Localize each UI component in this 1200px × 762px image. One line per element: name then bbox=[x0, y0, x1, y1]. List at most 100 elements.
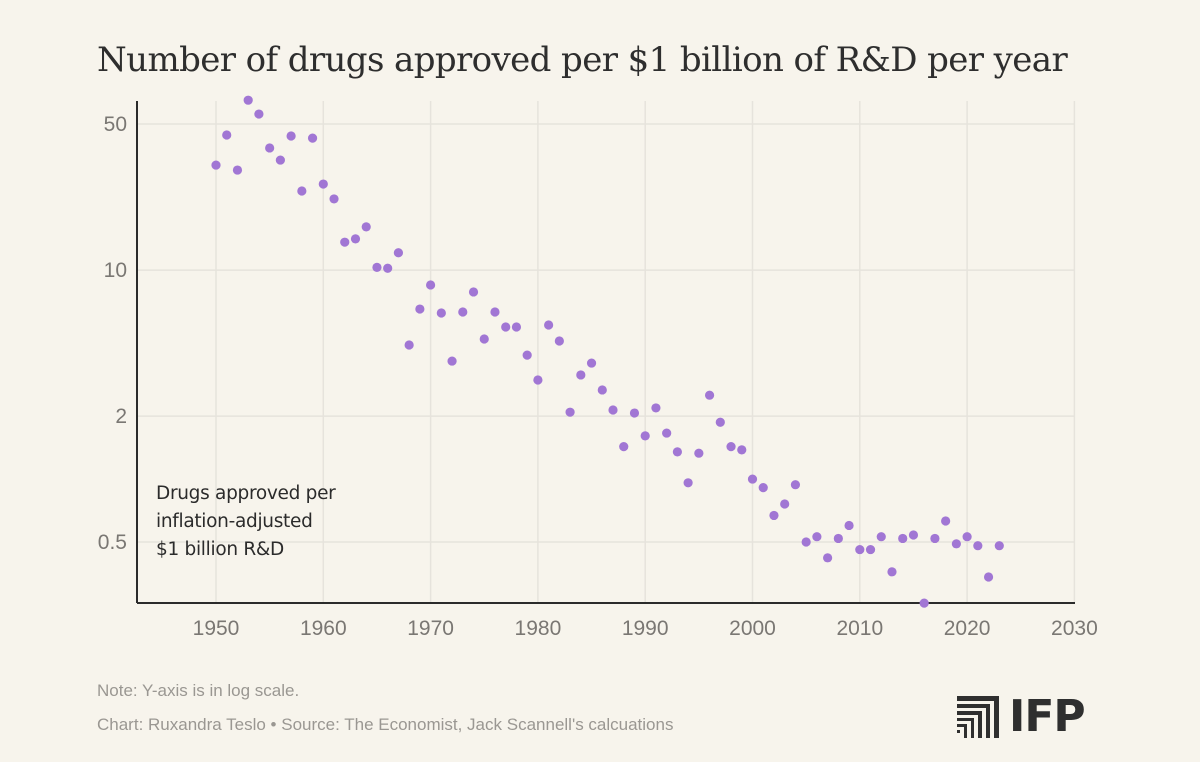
data-point bbox=[329, 194, 339, 204]
data-point bbox=[554, 336, 564, 346]
ifp-logo: IFP bbox=[957, 691, 1086, 742]
data-point bbox=[951, 539, 961, 549]
grid-lines bbox=[137, 101, 1076, 603]
data-point bbox=[780, 499, 790, 509]
annotation-line-3: $1 billion R&D bbox=[156, 539, 284, 560]
data-point bbox=[919, 598, 929, 608]
data-point bbox=[747, 474, 758, 484]
data-point bbox=[275, 155, 285, 165]
data-point bbox=[608, 405, 618, 415]
x-tick-label: 1990 bbox=[622, 617, 669, 640]
y-tick-label: 50 bbox=[104, 113, 127, 136]
data-point bbox=[415, 304, 425, 314]
data-point bbox=[361, 222, 371, 232]
x-tick-label: 2010 bbox=[836, 617, 883, 640]
data-point bbox=[393, 248, 404, 258]
data-point bbox=[640, 431, 650, 441]
y-tick-label: 0.5 bbox=[98, 531, 127, 554]
y-axis-ticks: 50 10 2 0.5 bbox=[98, 113, 127, 554]
data-point bbox=[533, 375, 543, 385]
chart-title: Number of drugs approved per $1 billion … bbox=[97, 40, 1068, 80]
data-point bbox=[254, 109, 264, 119]
data-point bbox=[211, 160, 221, 170]
data-point bbox=[426, 280, 436, 290]
annotation-line-1: Drugs approved per bbox=[156, 483, 336, 504]
data-point bbox=[586, 358, 597, 368]
data-point bbox=[694, 448, 704, 458]
data-point bbox=[715, 417, 725, 427]
data-point bbox=[286, 131, 296, 141]
x-tick-label: 2030 bbox=[1051, 617, 1098, 640]
x-tick-label: 1950 bbox=[193, 617, 240, 640]
data-point bbox=[855, 544, 865, 555]
data-point bbox=[672, 447, 682, 457]
data-point bbox=[372, 262, 382, 273]
data-point bbox=[501, 322, 511, 332]
axes bbox=[136, 101, 1075, 604]
data-point bbox=[629, 408, 640, 418]
data-point bbox=[597, 385, 607, 395]
data-point bbox=[265, 143, 275, 153]
data-point bbox=[544, 320, 554, 330]
data-point bbox=[812, 532, 822, 542]
x-tick-label: 2000 bbox=[729, 617, 776, 640]
note-text: Note: Y-axis is in log scale. bbox=[97, 681, 300, 700]
data-point bbox=[340, 237, 350, 247]
data-point bbox=[887, 567, 897, 577]
data-point bbox=[801, 537, 811, 547]
data-point bbox=[490, 307, 500, 317]
data-point bbox=[769, 510, 779, 521]
data-point bbox=[350, 234, 361, 244]
series-annotation: Drugs approved per inflation-adjusted $1… bbox=[156, 480, 336, 564]
data-point bbox=[458, 307, 468, 317]
data-point bbox=[941, 516, 951, 526]
data-point bbox=[511, 322, 522, 332]
data-point bbox=[973, 541, 983, 551]
data-point bbox=[318, 179, 328, 189]
data-point bbox=[662, 428, 672, 438]
source-text: Chart: Ruxandra Teslo • Source: The Econ… bbox=[97, 715, 674, 734]
data-point bbox=[898, 533, 908, 544]
data-point bbox=[383, 263, 393, 273]
data-point bbox=[565, 407, 575, 417]
data-point bbox=[447, 356, 457, 366]
x-tick-label: 1980 bbox=[515, 617, 562, 640]
data-point bbox=[726, 442, 736, 452]
data-point bbox=[243, 95, 253, 105]
data-point bbox=[576, 370, 586, 380]
data-point bbox=[683, 478, 693, 488]
x-tick-label: 1970 bbox=[407, 617, 454, 640]
data-point bbox=[436, 308, 446, 318]
data-point bbox=[468, 287, 479, 297]
x-tick-label: 1960 bbox=[300, 617, 347, 640]
data-point bbox=[865, 544, 876, 555]
data-point bbox=[297, 186, 307, 196]
data-point bbox=[930, 533, 940, 544]
y-tick-label: 2 bbox=[115, 405, 127, 428]
logo-text: IFP bbox=[1009, 691, 1086, 742]
data-point bbox=[522, 350, 532, 360]
data-point bbox=[232, 165, 243, 175]
data-point bbox=[908, 530, 919, 540]
data-point bbox=[790, 480, 801, 490]
x-axis-ticks: 1950 1960 1970 1980 1990 2000 2010 2020 2030 bbox=[193, 617, 1098, 640]
data-points bbox=[211, 95, 1004, 608]
data-point bbox=[479, 334, 489, 344]
x-tick-label: 2020 bbox=[944, 617, 991, 640]
data-point bbox=[758, 483, 768, 493]
data-point bbox=[983, 572, 994, 582]
y-tick-label: 10 bbox=[104, 259, 127, 282]
data-point bbox=[404, 340, 414, 350]
data-point bbox=[833, 533, 843, 544]
data-point bbox=[823, 553, 833, 563]
data-point bbox=[962, 532, 972, 542]
data-point bbox=[737, 445, 747, 455]
data-point bbox=[651, 403, 661, 413]
data-point bbox=[876, 532, 886, 542]
ifp-stairs-icon bbox=[957, 696, 999, 738]
data-point bbox=[994, 541, 1004, 551]
annotation-line-2: inflation-adjusted bbox=[156, 511, 313, 532]
data-point bbox=[307, 133, 318, 143]
data-point bbox=[704, 390, 715, 400]
